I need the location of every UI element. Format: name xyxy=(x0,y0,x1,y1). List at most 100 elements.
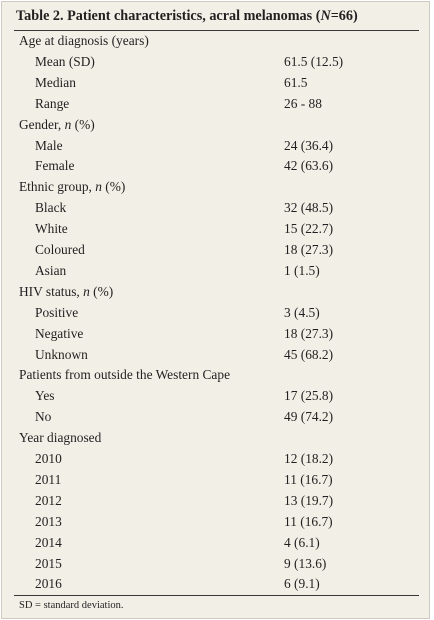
row-value: 32 (48.5) xyxy=(284,200,334,216)
row-value: 18 (27.3) xyxy=(284,325,334,341)
row-value: 17 (25.8) xyxy=(284,388,334,404)
row-label-text: Asian xyxy=(35,262,67,278)
row-label: Age at diagnosis (years) xyxy=(19,31,149,51)
table-row: Mean (SD) 61.5 (12.5) xyxy=(2,52,431,72)
row-label: Yes xyxy=(35,386,54,406)
table-row: Coloured 18 (27.3) xyxy=(2,240,431,260)
row-value: 1 (1.5) xyxy=(284,262,320,278)
row-value: 49 (74.2) xyxy=(284,409,334,425)
row-label-text: Male xyxy=(35,137,63,153)
row-label: Positive xyxy=(35,303,78,323)
row-label-text: Female xyxy=(35,158,75,174)
row-value: 12 (18.2) xyxy=(284,451,334,466)
row-label-text: Unknown xyxy=(35,346,88,362)
row-label-text: Black xyxy=(35,200,67,216)
footer-rule xyxy=(14,595,419,596)
table-row: 2013 11 (16.7) xyxy=(2,512,431,532)
row-label: Unknown xyxy=(35,345,88,365)
table-row: White 15 (22.7) xyxy=(2,219,431,239)
row-value: 42 (63.6) xyxy=(284,158,334,174)
row-label-text: White xyxy=(35,221,68,237)
row-label-text: Patients from outside the Western Cape xyxy=(19,367,231,383)
row-label: 2016 xyxy=(35,574,62,594)
row-label: Negative xyxy=(35,324,83,344)
row-label: Male xyxy=(35,136,63,156)
row-label-text: 2013 xyxy=(35,513,62,529)
table-row: Yes 17 (25.8) xyxy=(2,386,431,406)
row-value: 11 (16.7) xyxy=(284,471,333,487)
table-section-row: Year diagnosed xyxy=(2,428,431,448)
row-label: Asian xyxy=(35,261,66,281)
row-label-text: Median xyxy=(35,74,76,90)
row-label-text: 2015 xyxy=(35,555,62,571)
row-label-text: Mean (SD) xyxy=(35,53,95,69)
table-row: Black 32 (48.5) xyxy=(2,198,431,218)
table-title-prefix: Table 2. Patient characteristics, acral … xyxy=(16,8,321,24)
table-section-row: Patients from outside the Western Cape xyxy=(2,365,431,385)
table-row: Positive 3 (4.5) xyxy=(2,303,431,323)
row-value: 13 (19.7) xyxy=(284,492,334,508)
table-section-row: HIV status, n (%) xyxy=(2,282,431,302)
row-value: 24 (36.4) xyxy=(284,137,334,153)
row-label-tail: (%) xyxy=(71,116,95,132)
row-value: 6 (9.1) xyxy=(284,576,320,592)
row-value: 11 (16.7) xyxy=(284,513,333,529)
row-label: Gender, n (%) xyxy=(19,115,95,135)
row-label-italic: n xyxy=(83,283,90,299)
row-label: 2013 xyxy=(35,512,62,532)
row-label-text: Ethnic group, xyxy=(19,179,96,195)
table-row: 2012 13 (19.7) xyxy=(2,491,431,511)
row-value: 9 (13.6) xyxy=(284,555,327,571)
row-value: 3 (4.5) xyxy=(284,304,320,320)
row-label-text: Negative xyxy=(35,325,84,341)
row-label-text: 2011 xyxy=(35,471,62,487)
table-row: Asian 1 (1.5) xyxy=(2,261,431,281)
row-value: 18 (27.3) xyxy=(284,242,334,257)
table-title-suffix: =66) xyxy=(330,8,358,24)
row-label: Coloured xyxy=(35,240,85,260)
table-row: Negative 18 (27.3) xyxy=(2,324,431,344)
table-row: 2016 6 (9.1) xyxy=(2,574,431,594)
row-label: White xyxy=(35,219,68,239)
row-label-text: 2012 xyxy=(35,492,62,508)
table-section-row: Gender, n (%) xyxy=(2,115,431,135)
row-label: 2014 xyxy=(35,533,62,553)
row-label-text: Positive xyxy=(35,304,79,320)
table-footnote: SD = standard deviation. xyxy=(19,600,124,611)
row-label-text: Year diagnosed xyxy=(19,430,102,446)
row-label-text: No xyxy=(35,409,52,425)
row-label: Range xyxy=(35,94,69,114)
row-label-text: Yes xyxy=(35,388,55,404)
table-section-row: Age at diagnosis (years) xyxy=(2,31,431,51)
row-label-text: 2014 xyxy=(35,534,62,550)
row-label: 2010 xyxy=(35,449,62,469)
row-value: 61.5 xyxy=(284,74,308,90)
table-section-row: Ethnic group, n (%) xyxy=(2,177,431,197)
row-label: Female xyxy=(35,156,74,176)
header-rule xyxy=(14,30,419,31)
table-row: Female 42 (63.6) xyxy=(2,156,431,176)
row-value: 15 (22.7) xyxy=(284,221,334,237)
row-label-text: 2010 xyxy=(35,451,62,466)
table-row: 2015 9 (13.6) xyxy=(2,554,431,574)
table-row: Median 61.5 xyxy=(2,73,431,93)
row-label: 2015 xyxy=(35,554,62,574)
table-title-n: N xyxy=(320,8,331,24)
row-value: 4 (6.1) xyxy=(284,534,320,550)
table-row: 2014 4 (6.1) xyxy=(2,533,431,553)
row-label-text: Coloured xyxy=(35,242,85,257)
row-label-tail: (%) xyxy=(89,283,114,299)
table-row: 2011 11 (16.7) xyxy=(2,470,431,490)
row-value: 26 - 88 xyxy=(284,95,322,111)
row-label: Patients from outside the Western Cape xyxy=(19,365,230,385)
row-label-italic: n xyxy=(64,116,72,132)
row-label: Black xyxy=(35,198,66,218)
row-label: Year diagnosed xyxy=(19,428,101,448)
table-row: Unknown 45 (68.2) xyxy=(2,345,431,365)
row-value: 45 (68.2) xyxy=(284,346,334,362)
row-label: HIV status, n (%) xyxy=(19,282,113,302)
row-value: 61.5 (12.5) xyxy=(284,53,344,69)
table-row: Range 26 - 88 xyxy=(2,94,431,114)
row-label-text: Gender, xyxy=(19,116,65,132)
